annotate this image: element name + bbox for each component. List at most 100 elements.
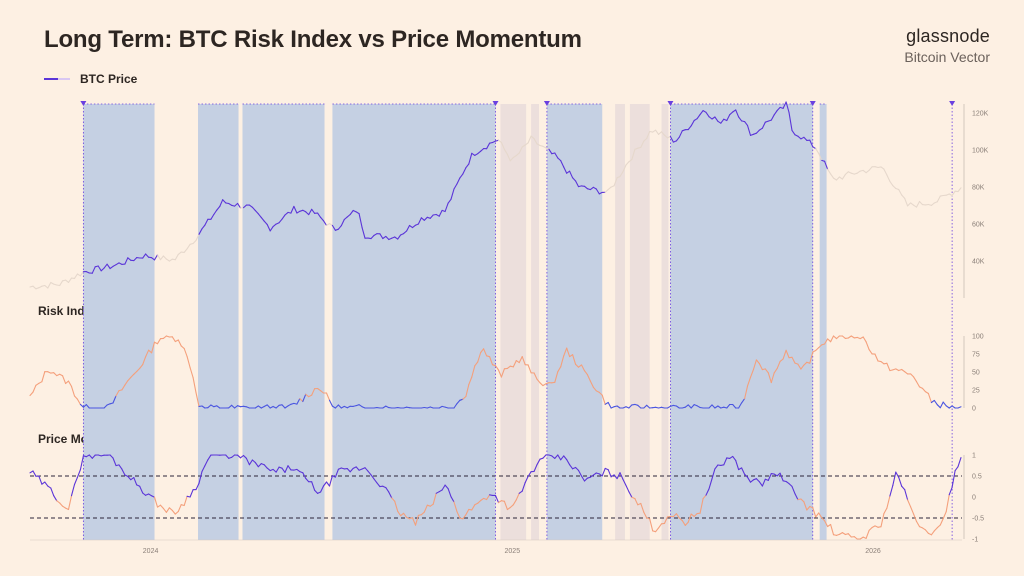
btc-price-segment — [234, 202, 239, 207]
momentum-segment — [649, 518, 654, 532]
risk-index-segment — [207, 404, 212, 409]
neutral-regime-band — [500, 104, 527, 540]
momentum-segment — [397, 510, 402, 517]
btc-price-segment — [527, 135, 532, 144]
risk-index-segment — [456, 399, 461, 405]
neutral-regime-band — [531, 104, 539, 540]
btc-price-segment — [465, 163, 470, 169]
momentum-segment — [88, 454, 93, 459]
btc-price-segment — [818, 152, 823, 161]
btc-price-segment — [497, 139, 502, 143]
risk-index-segment — [133, 370, 138, 375]
risk-index-segment — [385, 405, 390, 409]
momentum-segment — [56, 500, 61, 504]
btc-price-segment — [142, 253, 147, 259]
btc-price-segment — [711, 116, 716, 120]
btc-price-segment — [423, 216, 428, 221]
momentum-segment — [497, 500, 502, 504]
btc-price-segment — [254, 209, 259, 215]
risk-index-segment — [758, 363, 763, 371]
momentum-segment — [174, 510, 179, 515]
momentum-segment — [364, 467, 369, 472]
btc-price-segment — [370, 234, 375, 240]
btc-price-segment — [133, 257, 138, 262]
risk-index-segment — [791, 356, 796, 364]
active-regime-band — [546, 104, 603, 540]
momentum-segment — [675, 513, 680, 519]
momentum-segment — [729, 455, 734, 459]
momentum-segment — [136, 484, 141, 487]
risk-index-segment — [382, 405, 387, 409]
risk-index-segment — [924, 391, 929, 395]
btc-price-segment — [770, 114, 775, 121]
risk-index-segment — [939, 401, 944, 409]
btc-price-segment — [382, 235, 387, 240]
btc-price-segment — [880, 166, 885, 170]
btc-price-segment — [272, 223, 277, 228]
momentum-segment — [883, 507, 888, 515]
btc-price-segment — [325, 223, 331, 226]
risk-index-segment — [151, 341, 156, 354]
risk-index-segment — [773, 367, 778, 374]
risk-index-segment — [521, 356, 526, 366]
btc-price-segment — [918, 200, 924, 206]
momentum-segment — [681, 520, 686, 526]
btc-price-segment — [32, 285, 37, 290]
btc-price-segment — [631, 148, 636, 160]
momentum-segment — [622, 478, 627, 487]
momentum-tick-label: -1 — [972, 537, 978, 544]
momentum-segment — [133, 477, 138, 486]
risk-index-segment — [334, 404, 339, 409]
risk-index-segment — [115, 390, 120, 397]
btc-price-segment — [337, 225, 342, 230]
risk-index-segment — [930, 399, 935, 404]
risk-index-segment — [103, 404, 108, 409]
momentum-segment — [198, 470, 203, 484]
momentum-segment — [67, 495, 73, 511]
risk-index-segment — [915, 381, 921, 388]
momentum-segment — [248, 459, 253, 466]
risk-index-segment — [67, 380, 73, 387]
legend[interactable]: BTC Price — [44, 72, 137, 86]
btc-price-segment — [746, 124, 752, 136]
btc-price-segment — [50, 281, 55, 285]
btc-price-segment — [619, 171, 624, 178]
btc-price-segment — [500, 141, 505, 150]
btc-price-segment — [687, 125, 692, 131]
risk-index-segment — [518, 356, 523, 364]
momentum-segment — [441, 484, 446, 491]
momentum-segment — [690, 513, 695, 517]
price-tick-label: 120K — [972, 111, 989, 118]
momentum-segment — [563, 455, 568, 461]
risk-tick-label: 25 — [972, 388, 980, 395]
momentum-segment — [904, 489, 909, 501]
risk-index-segment — [41, 371, 46, 383]
btc-price-segment — [699, 110, 704, 116]
btc-price-segment — [373, 233, 378, 237]
risk-index-segment — [542, 383, 547, 387]
momentum-segment — [183, 495, 188, 507]
btc-price-segment — [883, 168, 888, 176]
risk-index-segment — [779, 358, 784, 362]
btc-price-segment — [907, 202, 912, 207]
momentum-segment — [142, 492, 147, 496]
momentum-segment — [165, 507, 170, 513]
momentum-segment — [171, 509, 176, 515]
risk-index-segment — [815, 347, 820, 352]
btc-price-segment — [420, 217, 425, 221]
momentum-segment — [806, 505, 811, 511]
momentum-segment — [741, 467, 746, 475]
btc-price-segment — [841, 173, 846, 180]
chart-title: Long Term: BTC Risk Index vs Price Momen… — [44, 26, 582, 53]
risk-index-segment — [216, 405, 221, 409]
btc-price-segment — [156, 254, 162, 261]
risk-index-segment — [257, 405, 262, 409]
momentum-segment — [527, 471, 532, 477]
risk-index-segment — [527, 364, 532, 374]
risk-index-segment — [797, 363, 802, 370]
btc-price-segment — [153, 254, 159, 261]
regime-marker-arrow — [80, 101, 87, 106]
momentum-segment — [892, 471, 897, 487]
momentum-segment — [779, 472, 784, 482]
